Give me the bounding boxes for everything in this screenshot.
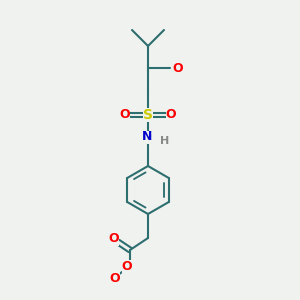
Text: H: H	[160, 136, 169, 146]
Text: O: O	[166, 109, 176, 122]
Text: S: S	[143, 108, 153, 122]
Text: O: O	[120, 109, 130, 122]
Text: O: O	[122, 260, 132, 272]
Text: O: O	[109, 232, 119, 245]
Text: N: N	[142, 130, 152, 143]
Text: O: O	[173, 61, 183, 74]
Text: O: O	[110, 272, 120, 284]
